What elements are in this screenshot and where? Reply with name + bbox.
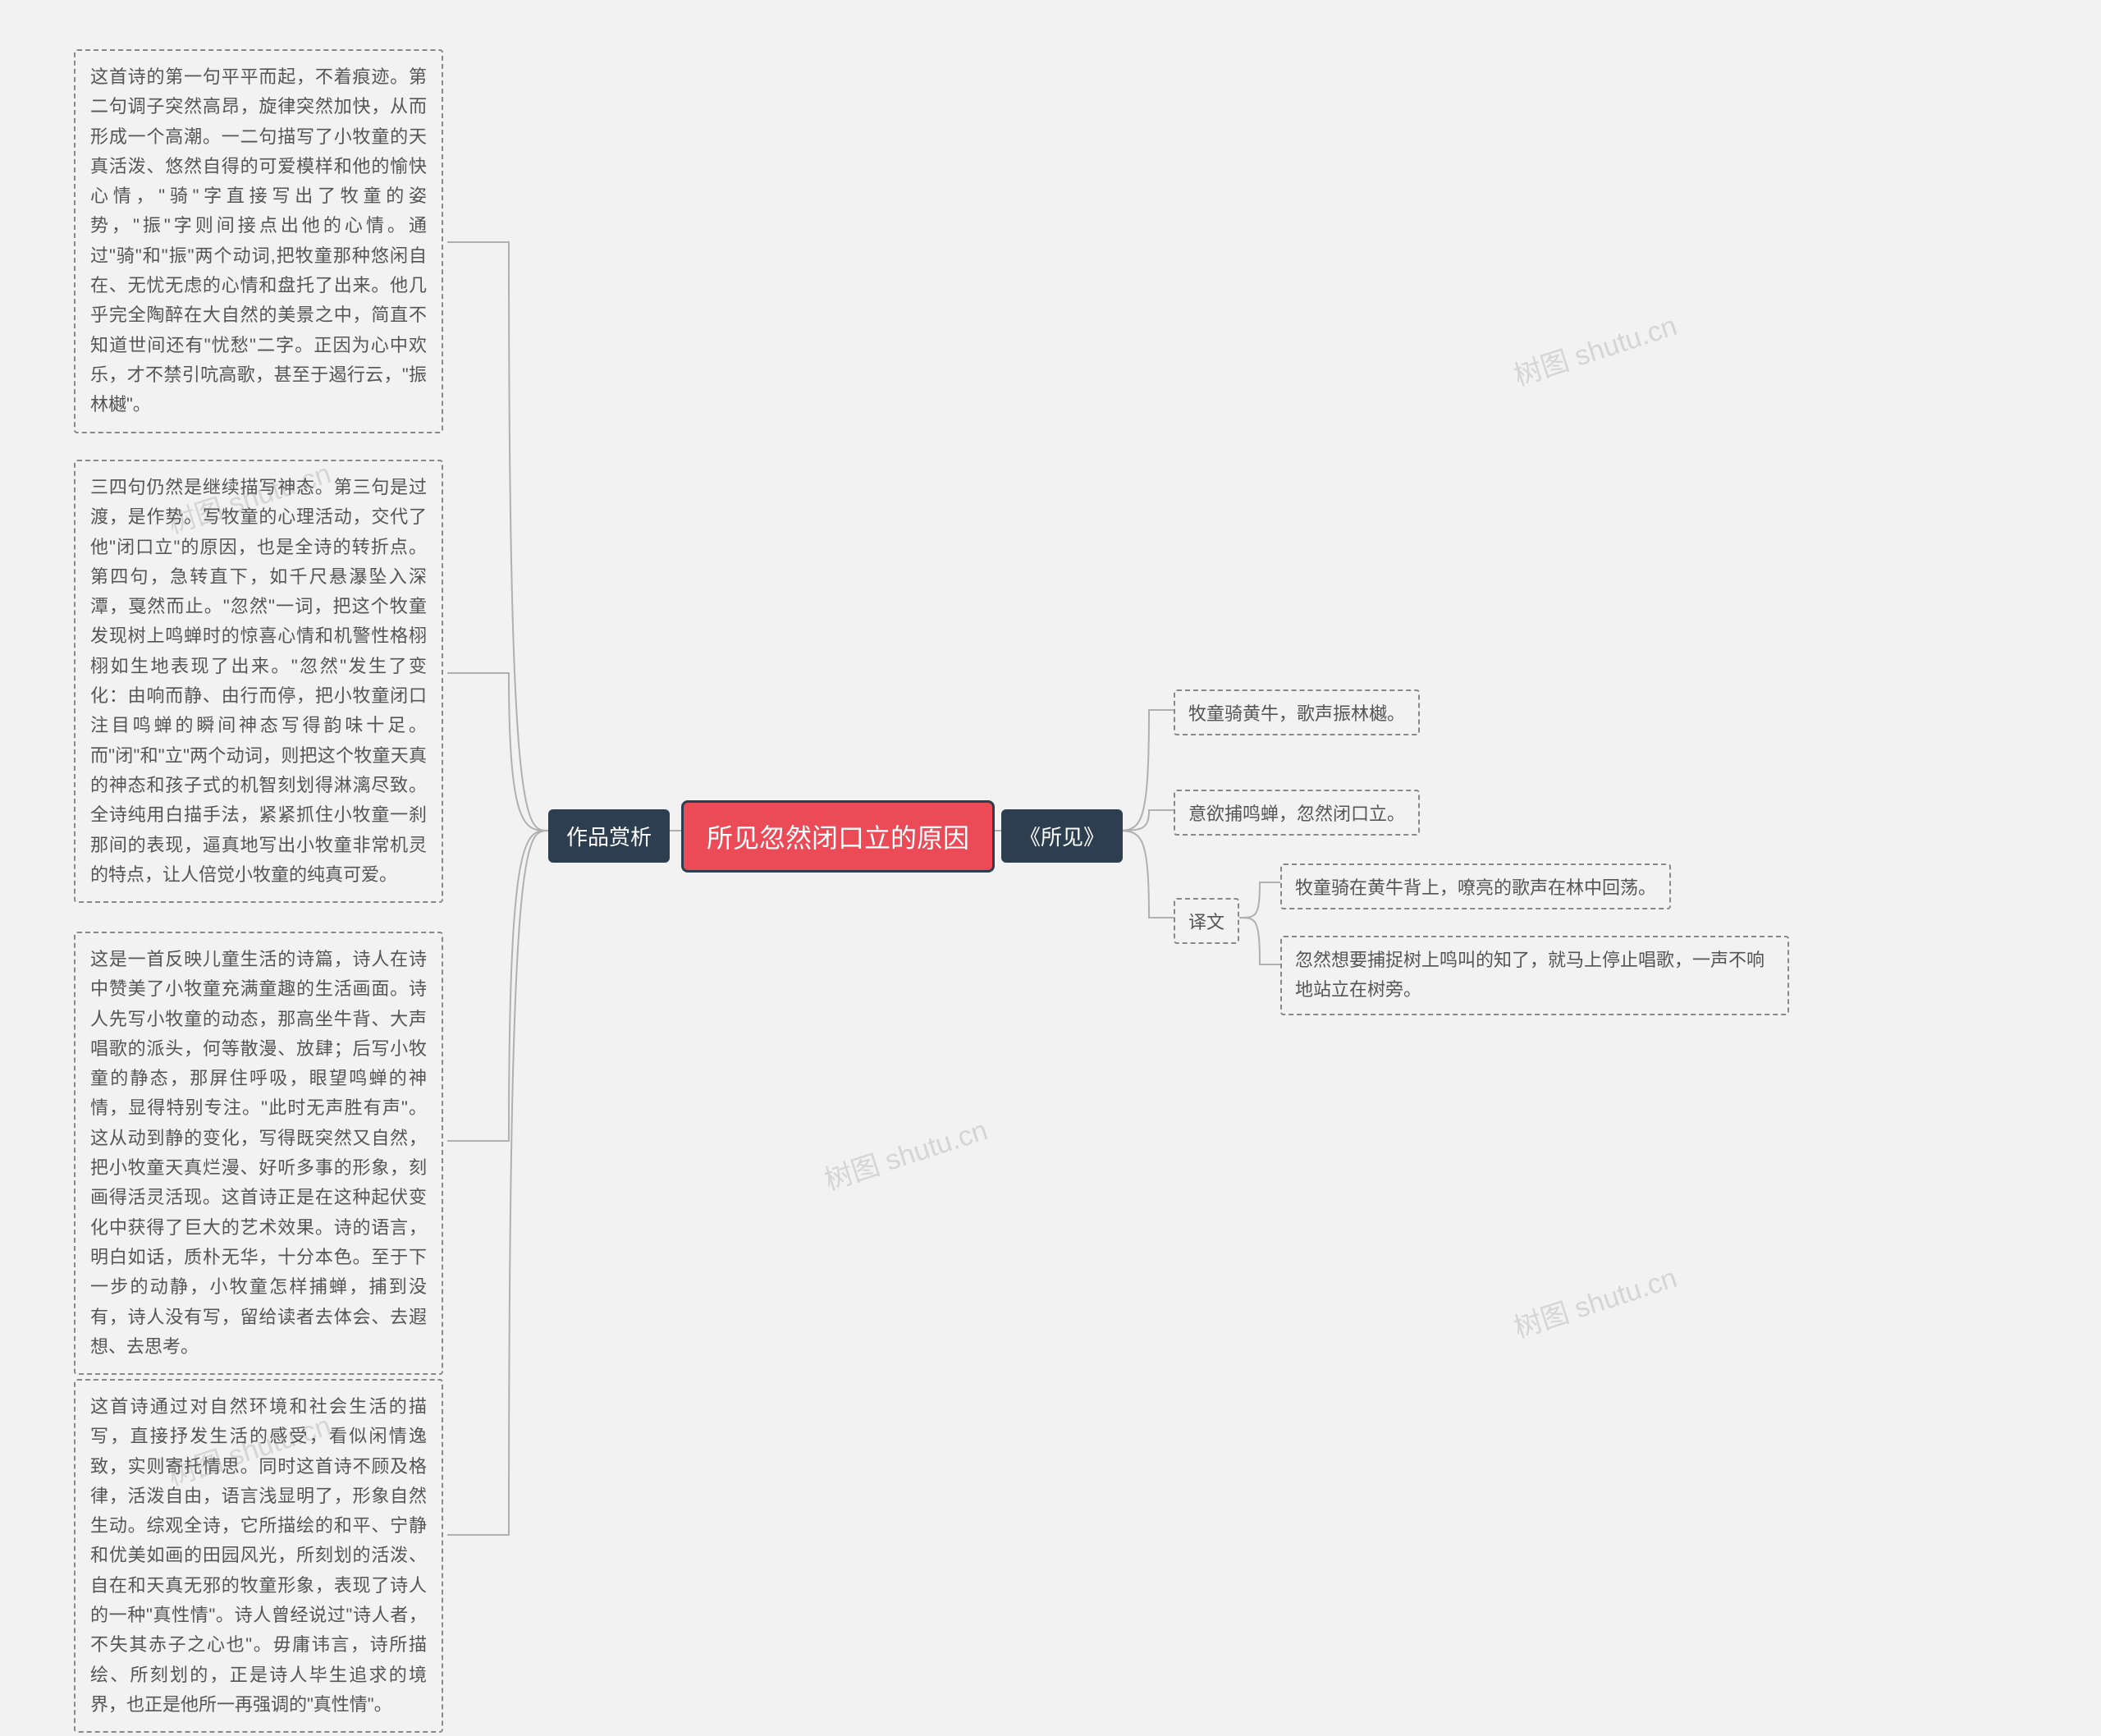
connector bbox=[447, 673, 548, 831]
poem-line-1: 牧童骑黄牛，歌声振林樾。 bbox=[1174, 689, 1420, 735]
translation-line-2: 忽然想要捕捉树上鸣叫的知了，就马上停止唱歌，一声不响地站立在树旁。 bbox=[1280, 936, 1789, 1015]
poem-line-2: 意欲捕鸣蝉，忽然闭口立。 bbox=[1174, 790, 1420, 836]
analysis-para-4: 这首诗通过对自然环境和社会生活的描写，直接抒发生活的感受，看似闲情逸致，实则寄托… bbox=[74, 1379, 443, 1733]
connector bbox=[447, 831, 548, 1141]
center-node: 所见忽然闭口立的原因 bbox=[681, 800, 995, 873]
branch-right: 《所见》 bbox=[1001, 809, 1123, 863]
watermark: 树图 shutu.cn bbox=[1508, 303, 1681, 393]
connector bbox=[1239, 882, 1280, 918]
connector bbox=[447, 242, 548, 831]
connector bbox=[1239, 918, 1280, 964]
analysis-para-2: 三四句仍然是继续描写神态。第三句是过渡，是作势。写牧童的心理活动，交代了他"闭口… bbox=[74, 460, 443, 903]
translation-line-1: 牧童骑在黄牛背上，嘹亮的歌声在林中回荡。 bbox=[1280, 863, 1671, 909]
connector bbox=[1115, 831, 1174, 918]
connector bbox=[447, 831, 548, 1535]
analysis-para-1: 这首诗的第一句平平而起，不着痕迹。第二句调子突然高昂，旋律突然加快，从而形成一个… bbox=[74, 49, 443, 433]
watermark: 树图 shutu.cn bbox=[1508, 1255, 1681, 1345]
translation-label: 译文 bbox=[1174, 898, 1239, 944]
analysis-para-3: 这是一首反映儿童生活的诗篇，诗人在诗中赞美了小牧童充满童趣的生活画面。诗人先写小… bbox=[74, 932, 443, 1375]
connector bbox=[1115, 810, 1174, 831]
branch-left: 作品赏析 bbox=[548, 809, 670, 863]
watermark: 树图 shutu.cn bbox=[818, 1107, 991, 1198]
connector bbox=[1115, 710, 1174, 831]
